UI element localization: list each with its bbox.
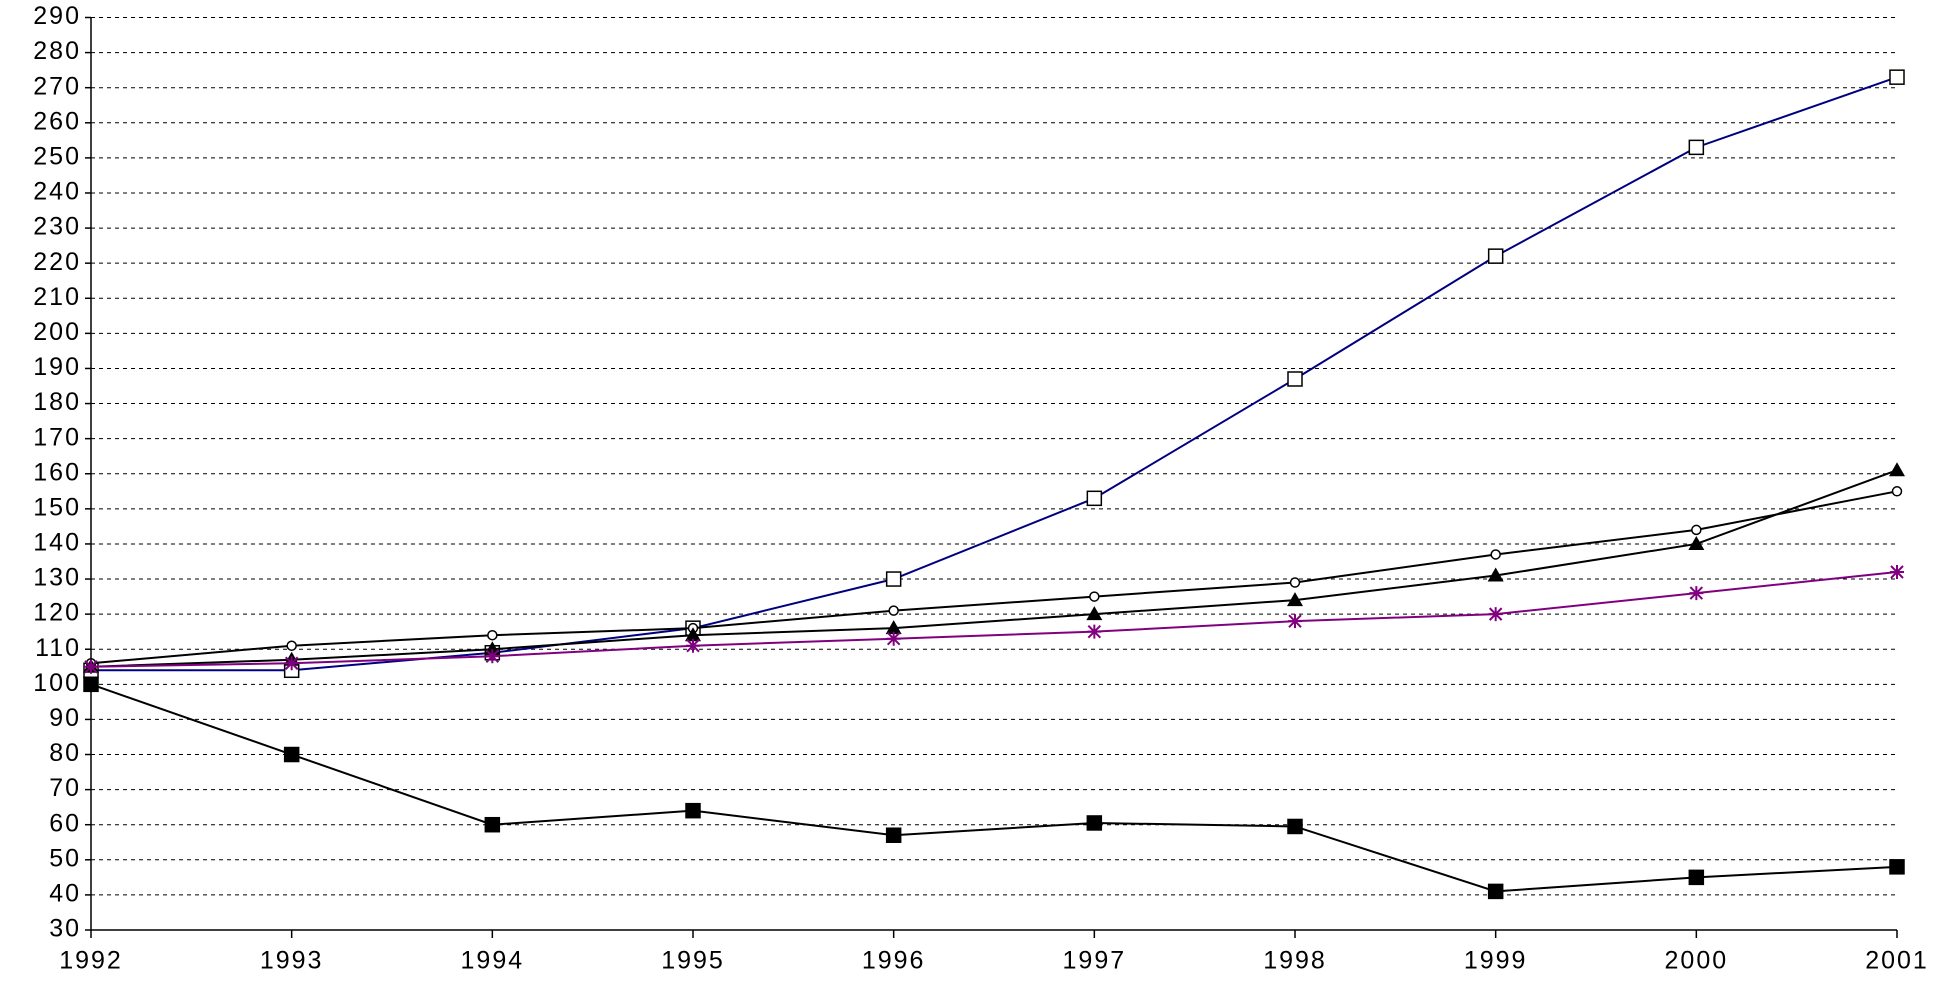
x-tick-label: 1999: [1464, 947, 1528, 975]
y-tick-label: 200: [33, 318, 81, 346]
marker: [1488, 607, 1503, 622]
marker: [1889, 462, 1905, 477]
marker: [1087, 624, 1102, 639]
marker: [1487, 567, 1504, 582]
marker: [1691, 524, 1702, 536]
y-tick-label: 150: [33, 493, 81, 521]
y-tick-label: 80: [49, 739, 81, 767]
marker: [286, 640, 297, 651]
x-tick-label: 1993: [260, 947, 324, 975]
marker: [1689, 586, 1704, 601]
marker: [1688, 139, 1705, 156]
series-line: [90, 571, 1898, 668]
series-line: [90, 683, 1898, 893]
x-tick-label: 1994: [461, 947, 525, 975]
marker: [485, 649, 500, 664]
y-tick-label: 40: [49, 880, 81, 908]
marker: [283, 746, 300, 763]
y-tick-label: 280: [33, 37, 81, 65]
marker: [685, 627, 701, 642]
marker: [284, 656, 299, 671]
y-tick-label: 140: [33, 529, 81, 557]
marker: [1287, 592, 1303, 607]
marker: [1891, 486, 1903, 497]
series-line: [90, 490, 1898, 665]
marker: [1086, 490, 1103, 507]
y-tick-label: 160: [33, 458, 81, 486]
marker: [1287, 818, 1303, 835]
y-tick-label: 180: [33, 388, 81, 416]
marker: [1289, 577, 1301, 588]
y-tick-label: 120: [33, 599, 81, 627]
y-tick-label: 190: [33, 353, 81, 381]
y-tick-label: 70: [49, 774, 81, 802]
marker: [1889, 69, 1905, 85]
marker: [1688, 869, 1705, 886]
marker: [84, 659, 98, 674]
y-tick-label: 100: [33, 669, 81, 697]
y-tick-label: 60: [49, 809, 81, 837]
x-tick-label: 1992: [59, 947, 123, 975]
marker: [1089, 591, 1100, 602]
y-tick-label: 130: [33, 564, 81, 592]
y-tick-label: 220: [33, 248, 81, 276]
marker: [1688, 535, 1705, 550]
y-tick-label: 50: [49, 844, 81, 872]
y-tick-label: 170: [33, 423, 81, 451]
series-line: [90, 469, 1898, 668]
marker: [1487, 883, 1504, 900]
marker: [885, 827, 902, 843]
marker: [1890, 565, 1904, 580]
marker: [885, 571, 902, 587]
y-tick-label: 240: [33, 178, 81, 206]
marker: [484, 816, 501, 833]
marker: [1490, 549, 1501, 560]
y-tick-label: 110: [35, 634, 81, 662]
x-tick-label: 1998: [1263, 947, 1327, 975]
y-tick-label: 290: [33, 2, 81, 30]
marker: [888, 605, 899, 616]
marker: [83, 676, 99, 693]
y-tick-label: 260: [33, 107, 81, 135]
marker: [685, 802, 701, 819]
marker: [1287, 371, 1303, 387]
marker: [886, 631, 901, 646]
y-tick-label: 250: [33, 142, 81, 170]
marker: [1288, 614, 1302, 629]
x-tick-label: 1995: [661, 947, 725, 975]
marker: [885, 620, 902, 635]
x-tick-label: 2000: [1665, 947, 1729, 975]
y-tick-label: 90: [49, 704, 81, 732]
marker: [1889, 859, 1905, 875]
y-tick-label: 30: [49, 915, 81, 943]
x-tick-label: 1997: [1063, 947, 1127, 975]
marker: [487, 629, 498, 641]
y-tick-label: 230: [33, 213, 81, 241]
series-line: [91, 76, 1898, 672]
marker: [1086, 606, 1103, 621]
marker: [1086, 815, 1103, 831]
marker: [686, 638, 700, 653]
y-tick-label: 210: [33, 283, 81, 311]
y-tick-label: 270: [33, 72, 81, 100]
x-tick-label: 1996: [862, 947, 926, 975]
x-tick-label: 2001: [1865, 947, 1929, 975]
marker: [1487, 248, 1504, 264]
